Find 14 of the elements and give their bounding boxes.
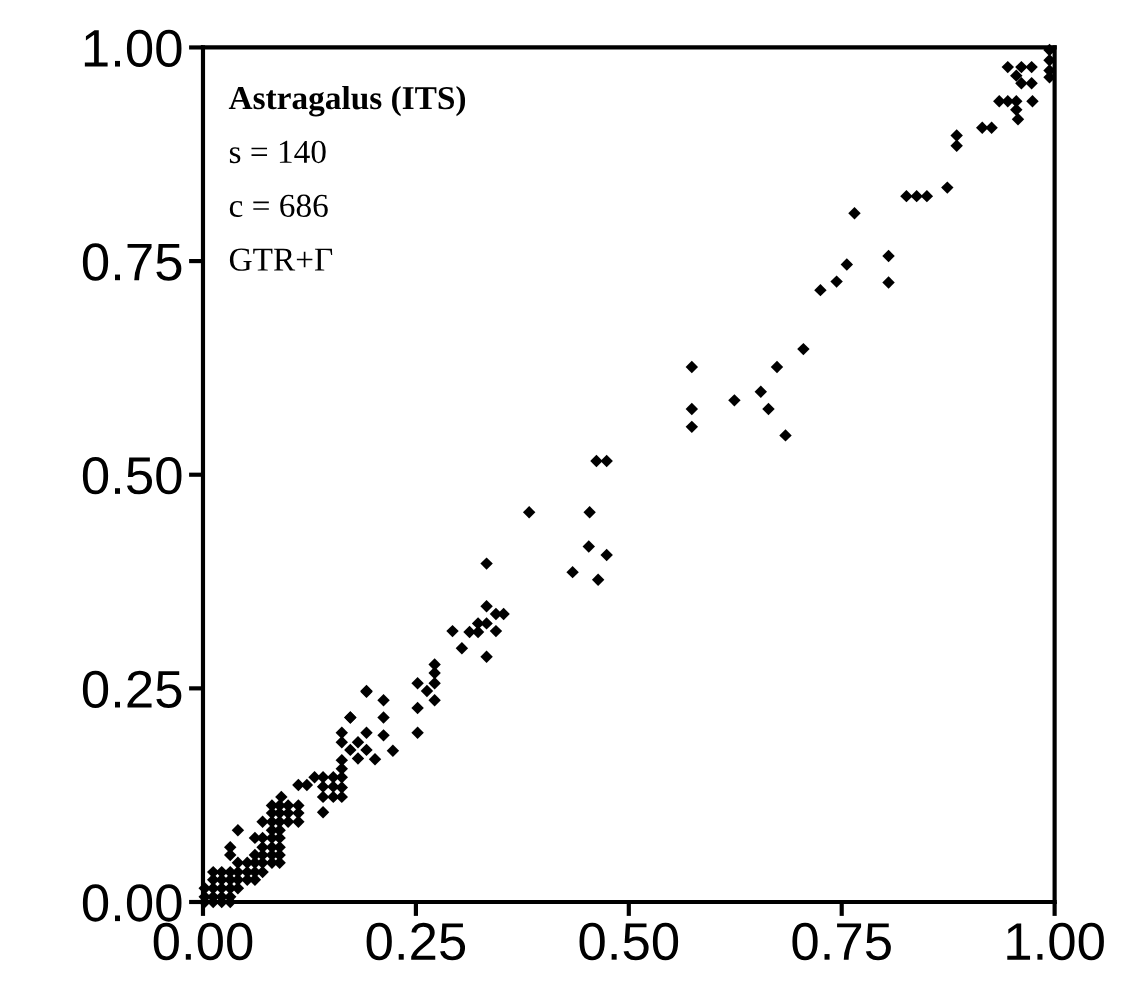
- x-tick-label: 1.00: [1007, 922, 1104, 961]
- annotation: GTR+Γ: [229, 248, 333, 271]
- annotation: s = 140: [229, 140, 326, 164]
- x-tick-label: 0.25: [366, 922, 466, 961]
- y-tick-label: 0.00: [82, 884, 182, 922]
- y-tick-label: 0.50: [82, 456, 182, 495]
- y-tick-label: 0.75: [82, 243, 182, 281]
- annotation: Astragalus (ITS): [228, 85, 466, 117]
- annotation: c = 686: [229, 194, 328, 218]
- x-tick-label: 0.75: [792, 922, 891, 961]
- y-tick-label: 1.00: [84, 29, 182, 68]
- x-tick-label: 0.00: [153, 922, 253, 961]
- x-tick-label: 0.50: [579, 922, 679, 961]
- y-tick-label: 0.25: [82, 670, 182, 708]
